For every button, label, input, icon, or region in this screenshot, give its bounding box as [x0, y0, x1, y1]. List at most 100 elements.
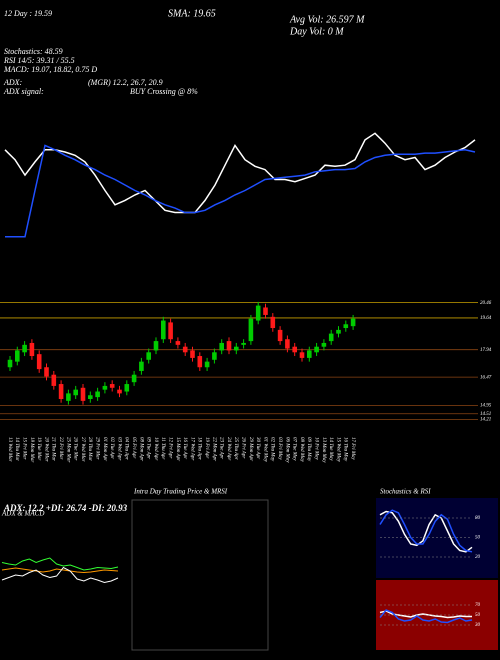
x-tick-label: 25 Thu Apr: [233, 437, 238, 460]
candle-body: [80, 387, 86, 401]
candle-body: [292, 346, 297, 353]
series-line: [379, 609, 473, 624]
x-tick-label: 17 Fri May: [350, 437, 355, 461]
candle-body: [226, 341, 232, 351]
header-text: MACD: 19.07, 18.82, 0.75 D: [3, 65, 97, 74]
header-text: Day Vol: 0 M: [289, 26, 344, 37]
x-tick-label: 26 Tue Mar: [73, 437, 78, 460]
candle-body: [131, 374, 137, 383]
x-tick-label: 15 Fri Mar: [21, 437, 26, 460]
x-tick-label: 18 Thu Apr: [197, 437, 202, 460]
candle-body: [197, 356, 203, 368]
y-tick-label: 20.46: [480, 301, 492, 306]
candle-body: [299, 352, 305, 358]
x-tick-label: 05 Fri Apr: [131, 437, 136, 458]
x-tick-label: 22 Fri Mar: [58, 437, 63, 460]
x-tick-label: 21 Thu Mar: [51, 437, 56, 461]
header-text: ADX:: [3, 78, 23, 87]
x-tick-label: 01 Mon Apr: [102, 437, 107, 461]
x-tick-label: 09 Tue Apr: [146, 437, 151, 459]
series-line: [1, 566, 119, 584]
series-line: [1, 567, 119, 574]
panel-title: Intra Day Trading Price & MRSI: [133, 488, 228, 496]
x-tick-label: 04 Thu Apr: [124, 437, 129, 460]
x-tick-label: 18 Mon Mar: [29, 437, 34, 462]
candle-body: [73, 389, 78, 396]
x-tick-label: 01 Wed May: [262, 437, 267, 463]
x-tick-label: 07 Tue May: [292, 437, 297, 461]
candle-body: [29, 342, 35, 357]
series-line: [379, 509, 473, 553]
x-tick-label: 02 Tue Apr: [109, 437, 114, 459]
candle-body: [277, 329, 283, 342]
y-tick-label: 14.51: [480, 412, 491, 417]
x-tick-label: 26 Fri Apr: [240, 437, 245, 458]
candle-body: [175, 341, 181, 345]
candle-body: [7, 359, 13, 368]
x-tick-label: 11 Thu Apr: [160, 437, 165, 459]
candle-body: [263, 307, 268, 315]
x-tick-label: 16 Tue Apr: [182, 437, 187, 459]
candle-body: [139, 361, 144, 371]
x-tick-label: 19 Tue Mar: [36, 437, 41, 460]
y-tick-label: 50: [475, 613, 481, 618]
intraday-box: [131, 499, 269, 651]
header-text: 12 Day : 19.59: [4, 9, 52, 18]
candle-body: [219, 342, 224, 351]
candle-body: [212, 352, 217, 360]
x-tick-label: 19 Fri Apr: [204, 437, 209, 458]
candle-body: [248, 318, 254, 342]
candle-body: [307, 350, 312, 358]
candle-body: [95, 391, 100, 398]
x-tick-label: 09 Thu May: [306, 437, 311, 462]
series-line: [379, 510, 473, 553]
candle-body: [204, 361, 210, 368]
y-tick-label: 16.47: [480, 375, 492, 380]
panel-title: ADX & MACD: [1, 510, 44, 518]
series-line: [1, 557, 119, 571]
y-tick-label: 14.95: [480, 404, 492, 409]
x-tick-label: 06 Mon May: [284, 437, 289, 463]
x-tick-label: 25 Mon Mar: [65, 437, 70, 462]
candle-body: [255, 305, 261, 321]
header-text: Stochastics: 48.59: [4, 47, 63, 56]
x-tick-label: 17 Wed Apr: [189, 437, 194, 460]
y-tick-label: 19.64: [480, 316, 492, 321]
candle-body: [153, 341, 159, 351]
x-tick-label: 22 Mon Apr: [211, 437, 216, 461]
candle-body: [44, 367, 49, 377]
y-tick-label: 14.21: [480, 417, 491, 422]
candle-body: [109, 384, 115, 388]
y-tick-label: 17.94: [480, 348, 492, 353]
x-tick-label: 15 Mon Apr: [175, 437, 180, 461]
x-tick-label: 23 Tue Apr: [219, 437, 224, 459]
y-tick-label: 20: [475, 555, 481, 560]
x-tick-label: 27 Wed Mar: [80, 437, 85, 462]
x-tick-label: 03 Fri May: [277, 437, 282, 461]
x-tick-label: 08 Wed May: [299, 437, 304, 463]
y-tick-label: 70: [475, 603, 481, 608]
header-text: RSI 14/5: 39.31 / 55.5: [3, 56, 75, 65]
candle-body: [51, 374, 57, 386]
candle-body: [88, 395, 93, 399]
candle-body: [270, 316, 276, 329]
candle-body: [58, 384, 64, 399]
candle-body: [336, 329, 341, 334]
header-text: (MGR) 12.2, 26.7, 20.9: [88, 78, 163, 87]
x-tick-label: 12 Fri Apr: [167, 437, 172, 458]
x-tick-label: 29 Mon Apr: [248, 437, 253, 461]
y-tick-label: 30: [475, 623, 481, 628]
x-tick-label: 29 Fri Mar: [94, 437, 99, 460]
candle-body: [314, 346, 319, 353]
candle-body: [102, 385, 108, 390]
x-tick-label: 20 Wed Mar: [43, 437, 48, 462]
candle-body: [350, 318, 356, 327]
header-text: ADX signal:: [3, 87, 44, 96]
candle-body: [241, 342, 246, 345]
x-tick-label: 28 Thu Mar: [87, 437, 92, 461]
candle-body: [117, 389, 122, 394]
x-tick-label: 02 Thu May: [270, 437, 275, 462]
candle-body: [285, 339, 290, 349]
candle-body: [36, 354, 42, 370]
